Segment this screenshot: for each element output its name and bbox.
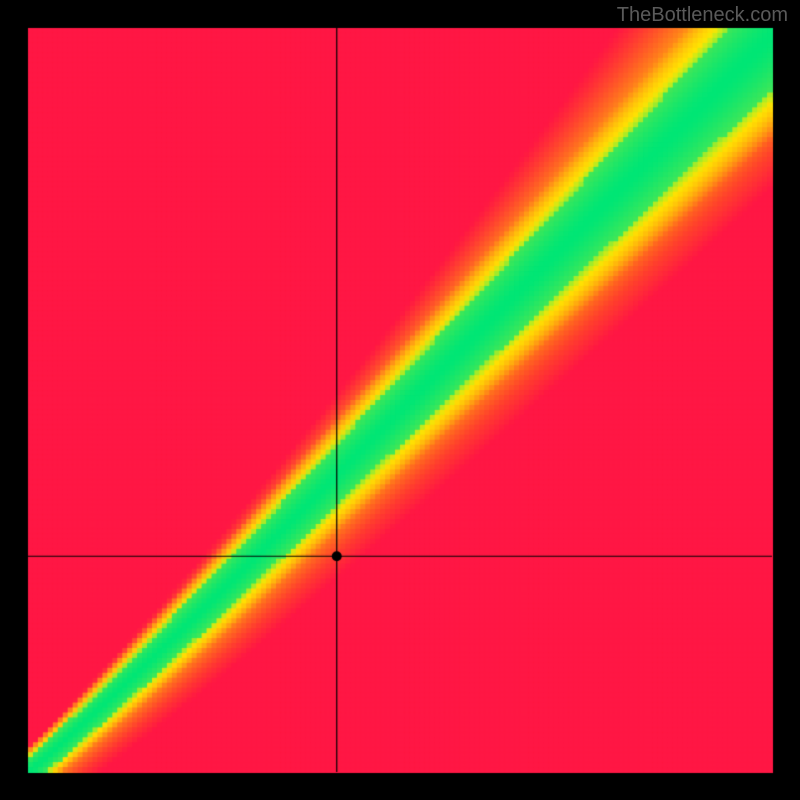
chart-container: TheBottleneck.com xyxy=(0,0,800,800)
watermark-text: TheBottleneck.com xyxy=(617,4,788,27)
bottleneck-heatmap xyxy=(0,0,800,800)
